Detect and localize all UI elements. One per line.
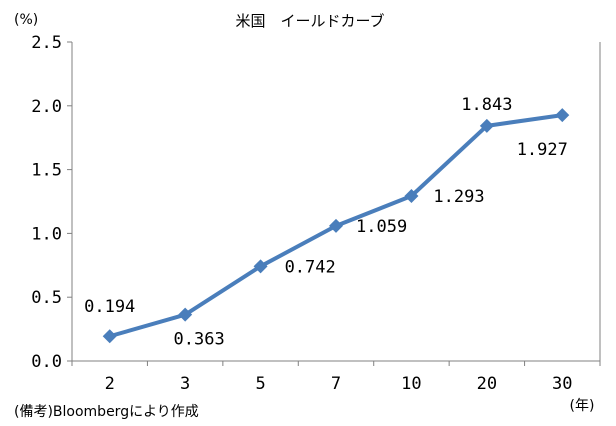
data-point [329, 218, 343, 233]
y-tick-label: 0.5 [31, 288, 62, 308]
data-labels: 0.194 0.363 0.742 1.059 1.293 1.843 1.927 [84, 95, 568, 350]
axes [67, 41, 601, 366]
y-tick-label: 2.0 [31, 97, 62, 117]
y-tick-labels: 0.0 0.5 1.0 1.5 2.0 2.5 [31, 33, 62, 372]
x-tick-label: 2 [105, 374, 115, 394]
y-tick-label: 0.0 [31, 352, 62, 372]
data-point [178, 307, 193, 322]
data-point [555, 108, 570, 123]
x-tick-label: 10 [401, 374, 421, 394]
data-label: 0.363 [174, 330, 225, 350]
x-tick-label: 5 [255, 374, 265, 394]
x-tick-label: 20 [477, 374, 497, 394]
data-point [479, 118, 494, 133]
data-label: 0.742 [285, 257, 336, 277]
source-footnote: (備考)Bloombergにより作成 [14, 404, 199, 420]
data-label: 1.293 [433, 187, 484, 207]
x-tick-label: 30 [552, 374, 572, 394]
data-label: 1.927 [517, 140, 568, 160]
x-axis-unit: (年) [570, 398, 595, 414]
data-point [253, 259, 268, 274]
x-tick-labels: 2 3 5 7 10 20 30 [105, 374, 573, 394]
series-yield [102, 108, 570, 344]
y-tick-label: 2.5 [31, 33, 62, 53]
data-label: 1.843 [461, 95, 512, 115]
x-tick-label: 3 [180, 374, 190, 394]
chart-title: 米国 イールドカーブ [235, 12, 384, 30]
data-label: 1.059 [356, 217, 407, 237]
y-tick-label: 1.5 [31, 161, 62, 181]
y-tick-label: 1.0 [31, 224, 62, 244]
y-axis-unit: (%) [14, 12, 38, 28]
data-label: 0.194 [84, 297, 135, 317]
x-tick-label: 7 [331, 374, 341, 394]
data-point [102, 329, 117, 344]
data-point [404, 189, 419, 204]
